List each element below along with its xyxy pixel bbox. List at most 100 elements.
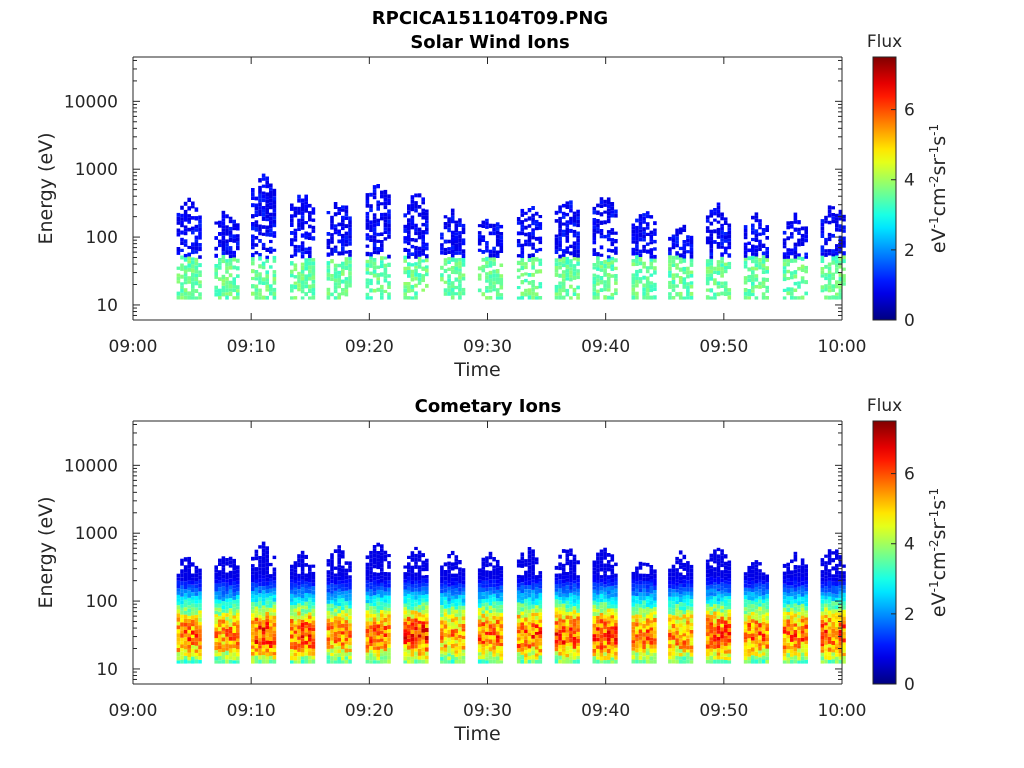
heatmap-cell [369,252,373,257]
heatmap-cell [251,291,255,296]
heatmap-cell [225,292,229,296]
heatmap-cell [450,618,455,623]
heatmap-cell [251,574,255,579]
heatmap-cell [300,575,305,580]
heatmap-cell [458,231,462,235]
heatmap-cell [180,237,184,242]
heatmap-cell [191,603,195,608]
heatmap-cell [790,248,794,252]
heatmap-cell [797,242,801,247]
heatmap-cell [254,227,259,232]
heatmap-cell [417,250,422,254]
heatmap-cell [635,255,639,260]
heatmap-cell [649,597,654,601]
heatmap-cell [499,235,504,240]
heatmap-cell [477,277,482,281]
heatmap-cell [454,609,459,614]
heatmap-cell [308,608,312,613]
heatmap-cell [531,608,535,613]
heatmap-cell [311,608,316,613]
heatmap-cell [407,583,411,587]
heatmap-cell [337,274,341,278]
heatmap-cell [293,605,298,609]
heatmap-cell [194,250,199,254]
heatmap-cell [407,226,411,231]
heatmap-cell [458,238,462,243]
heatmap-cell [820,267,825,271]
heatmap-cell [369,585,373,590]
heatmap-cell [330,556,334,560]
heatmap-cell [831,249,835,254]
heatmap-cell [176,273,181,277]
heatmap-cell [228,578,233,582]
heatmap-cell [425,265,429,269]
heatmap-cell [330,593,334,597]
heatmap-cell [531,571,535,576]
heatmap-cell [614,581,618,586]
heatmap-cell [554,632,559,636]
heatmap-cell [372,557,377,561]
heatmap-cell [558,292,562,296]
heatmap-cell [330,579,334,584]
burst-3 [290,194,316,300]
heatmap-cell [265,184,269,189]
heatmap-cell [606,594,611,599]
heatmap-cell [369,657,373,661]
heatmap-cell [492,653,496,657]
heatmap-cell [713,552,717,557]
heatmap-cell [403,636,407,640]
heatmap-cell [678,291,683,296]
heatmap-cell [225,629,229,633]
heatmap-cell [198,583,202,588]
heatmap-cell [675,576,679,580]
heatmap-cell [300,550,305,555]
heatmap-cell [614,585,618,589]
heatmap-cell [265,247,269,252]
heatmap-cell [653,239,657,244]
heatmap-cell [596,627,600,631]
heatmap-cell [269,250,273,254]
heatmap-cell [265,288,269,292]
heatmap-cell [183,231,188,236]
heatmap-cell [820,226,825,231]
heatmap-cell [614,604,618,609]
heatmap-cell [538,236,543,241]
heatmap-cell [344,587,349,591]
heatmap-cell [387,647,391,653]
heatmap-cell [569,274,573,278]
heatmap-cell [447,653,451,657]
heatmap-cell [458,247,462,252]
heatmap-cell [516,239,521,244]
heatmap-cell [716,227,721,233]
heatmap-cell [372,624,377,628]
heatmap-cell [311,620,316,625]
heatmap-cell [258,600,262,605]
heatmap-cell [485,574,489,578]
heatmap-cell [311,218,316,222]
heatmap-cell [645,636,650,641]
heatmap-cell [758,265,762,270]
heatmap-cell [671,639,676,645]
heatmap-cell [842,251,846,256]
heatmap-cell [348,586,352,590]
heatmap-cell [488,551,493,556]
heatmap-cell [638,636,643,640]
heatmap-cell [251,655,255,660]
heatmap-cell [326,238,331,243]
heatmap-cell [403,610,407,615]
heatmap-cell [311,586,316,591]
heatmap-cell [499,224,504,229]
heatmap-cell [599,623,604,628]
heatmap-cell [183,269,188,274]
heatmap-cell [713,281,717,286]
heatmap-cell [689,622,694,627]
heatmap-cell [495,653,500,657]
heatmap-cell [720,620,724,624]
heatmap-cell [592,627,597,631]
heatmap-cell [668,617,672,622]
heatmap-cell [635,618,639,623]
heatmap-cell [603,573,607,578]
heatmap-cell [720,284,724,288]
heatmap-cell [308,250,312,255]
heatmap-cell [705,566,710,570]
